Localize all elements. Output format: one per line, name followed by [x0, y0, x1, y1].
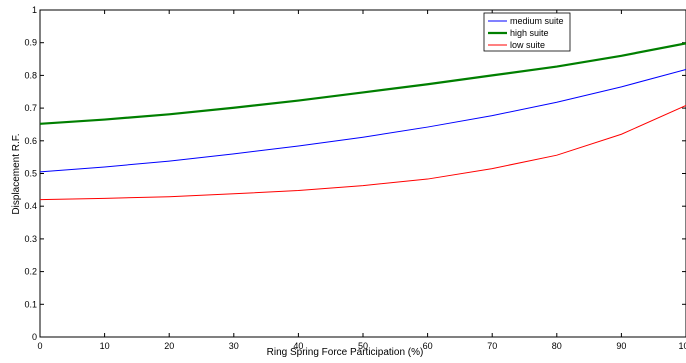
- x-tick-label: 90: [616, 341, 626, 351]
- y-tick-label: 0.3: [24, 234, 37, 244]
- y-tick-label: 0.5: [24, 169, 37, 179]
- x-tick-label: 40: [293, 341, 303, 351]
- series-lines: [39, 42, 686, 201]
- x-tick-label: 30: [229, 341, 239, 351]
- axis-ticks: 0 10 20 30 40 50 60 70 80 90 100 0 0.1 0.2 0.3 0.4 0.5 0.…: [24, 5, 686, 351]
- y-tick-label: 0: [32, 332, 37, 342]
- y-tick-label: 0.2: [24, 267, 37, 277]
- x-tick-label: 0: [37, 341, 42, 351]
- y-tick-label: 0.7: [24, 103, 37, 113]
- y-tick-label: 0.6: [24, 136, 37, 146]
- y-axis-label: Displacement R.F.: [11, 133, 22, 214]
- y-tick-label: 0.4: [24, 201, 37, 211]
- series-line-high-suite: [39, 42, 686, 125]
- legend-label-high-suite: high suite: [510, 28, 549, 38]
- x-tick-label: 60: [423, 341, 433, 351]
- x-tick-label: 50: [358, 341, 368, 351]
- y-tick-label: 0.8: [24, 70, 37, 80]
- legend-label-low-suite: low suite: [510, 40, 545, 50]
- legend: medium suite high suite low suite: [483, 12, 571, 52]
- plot-area: [39, 9, 686, 338]
- y-tick-label: 0.9: [24, 38, 37, 48]
- x-tick-label: 20: [164, 341, 174, 351]
- series-line-medium-suite: [39, 69, 686, 173]
- legend-label-medium-suite: medium suite: [510, 16, 564, 26]
- y-tick-label: 1: [32, 5, 37, 15]
- x-tick-label: 70: [487, 341, 497, 351]
- series-line-low-suite: [39, 105, 686, 201]
- x-tick-label: 100: [678, 341, 686, 351]
- x-tick-label: 10: [100, 341, 110, 351]
- x-axis-label: Ring Spring Force Participation (%): [267, 347, 424, 358]
- y-tick-label: 0.1: [24, 299, 37, 309]
- x-tick-label: 80: [552, 341, 562, 351]
